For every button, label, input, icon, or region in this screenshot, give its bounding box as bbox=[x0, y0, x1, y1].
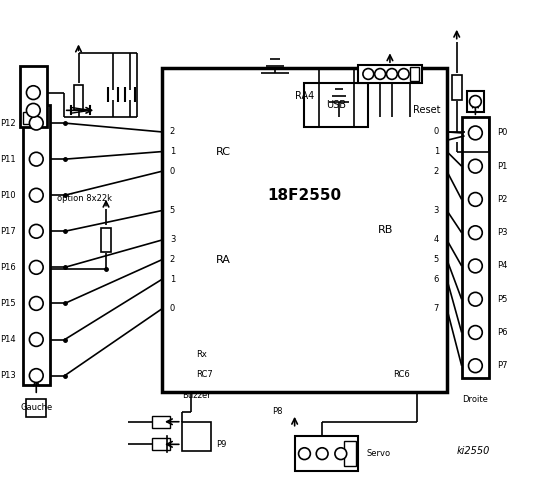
Circle shape bbox=[29, 369, 43, 383]
Bar bbox=[101, 228, 111, 252]
Text: RC: RC bbox=[216, 146, 231, 156]
Text: 1: 1 bbox=[170, 147, 175, 156]
Text: Reset: Reset bbox=[413, 105, 440, 115]
Text: RC7: RC7 bbox=[196, 370, 213, 379]
Circle shape bbox=[29, 188, 43, 202]
Text: P2: P2 bbox=[497, 195, 508, 204]
Text: 1: 1 bbox=[434, 147, 439, 156]
Text: 6: 6 bbox=[434, 275, 439, 284]
Text: P16: P16 bbox=[0, 263, 15, 272]
Bar bbox=[344, 442, 356, 466]
Circle shape bbox=[468, 159, 482, 173]
Text: Servo: Servo bbox=[366, 449, 390, 458]
Text: P0: P0 bbox=[497, 129, 508, 137]
Text: P11: P11 bbox=[0, 155, 15, 164]
Text: P13: P13 bbox=[0, 371, 15, 380]
Bar bbox=[23, 106, 50, 385]
Circle shape bbox=[468, 226, 482, 240]
Circle shape bbox=[468, 325, 482, 339]
Bar bbox=[152, 438, 170, 450]
Text: USB: USB bbox=[326, 100, 346, 110]
Circle shape bbox=[469, 96, 481, 108]
Text: option 8x22k: option 8x22k bbox=[57, 194, 112, 203]
Text: P6: P6 bbox=[497, 328, 508, 337]
Bar bbox=[19, 66, 47, 127]
Circle shape bbox=[375, 69, 385, 79]
Circle shape bbox=[398, 69, 409, 79]
Bar bbox=[467, 91, 484, 112]
Bar bbox=[27, 399, 46, 417]
Circle shape bbox=[316, 448, 328, 459]
Circle shape bbox=[468, 359, 482, 372]
Circle shape bbox=[387, 69, 397, 79]
Circle shape bbox=[468, 126, 482, 140]
Circle shape bbox=[27, 86, 40, 99]
Text: P1: P1 bbox=[497, 162, 508, 171]
Text: Gauche: Gauche bbox=[20, 403, 53, 411]
Circle shape bbox=[468, 259, 482, 273]
Circle shape bbox=[299, 448, 310, 459]
Circle shape bbox=[363, 69, 374, 79]
Text: P3: P3 bbox=[497, 228, 508, 237]
Text: 7: 7 bbox=[434, 304, 439, 313]
Circle shape bbox=[468, 192, 482, 206]
Text: 18F2550: 18F2550 bbox=[268, 188, 342, 204]
Circle shape bbox=[29, 261, 43, 274]
Circle shape bbox=[29, 152, 43, 166]
Text: RB: RB bbox=[378, 225, 393, 235]
Text: P8: P8 bbox=[272, 408, 282, 417]
Bar bbox=[23, 112, 36, 124]
Text: P4: P4 bbox=[497, 262, 508, 270]
Text: RA4: RA4 bbox=[295, 91, 314, 101]
Text: P17: P17 bbox=[0, 227, 15, 236]
Text: 0: 0 bbox=[434, 127, 439, 136]
Circle shape bbox=[27, 104, 40, 117]
Circle shape bbox=[468, 292, 482, 306]
Text: P9: P9 bbox=[216, 440, 226, 449]
Text: 0: 0 bbox=[170, 167, 175, 176]
Bar bbox=[182, 422, 211, 451]
Circle shape bbox=[29, 333, 43, 347]
Text: Buzzer: Buzzer bbox=[182, 391, 211, 400]
Text: 2: 2 bbox=[170, 255, 175, 264]
Text: 3: 3 bbox=[170, 236, 175, 244]
Text: 1: 1 bbox=[170, 275, 175, 284]
Text: 5: 5 bbox=[434, 255, 439, 264]
Text: 2: 2 bbox=[434, 167, 439, 176]
Bar bbox=[462, 117, 489, 378]
Text: RC6: RC6 bbox=[393, 370, 410, 379]
Bar bbox=[452, 75, 462, 100]
Text: 4: 4 bbox=[434, 236, 439, 244]
Circle shape bbox=[29, 225, 43, 238]
Bar bbox=[305, 83, 368, 127]
Bar bbox=[162, 68, 447, 392]
Text: P14: P14 bbox=[0, 335, 15, 344]
Text: P10: P10 bbox=[0, 191, 15, 200]
Bar bbox=[152, 416, 170, 428]
Bar bbox=[295, 436, 358, 471]
Text: Droite: Droite bbox=[462, 395, 488, 404]
Bar bbox=[358, 65, 422, 83]
Text: 2: 2 bbox=[170, 127, 175, 136]
Circle shape bbox=[335, 448, 347, 459]
Text: P5: P5 bbox=[497, 295, 508, 304]
Text: P12: P12 bbox=[0, 119, 15, 128]
Text: 0: 0 bbox=[170, 304, 175, 313]
Text: RA: RA bbox=[216, 255, 231, 264]
Text: ki2550: ki2550 bbox=[457, 446, 490, 456]
Text: 5: 5 bbox=[170, 206, 175, 215]
Text: P7: P7 bbox=[497, 361, 508, 370]
Circle shape bbox=[29, 116, 43, 130]
Bar bbox=[410, 67, 419, 81]
Circle shape bbox=[29, 297, 43, 310]
Text: P15: P15 bbox=[0, 299, 15, 308]
Text: 3: 3 bbox=[434, 206, 439, 215]
Bar bbox=[74, 85, 84, 110]
Text: Rx: Rx bbox=[196, 350, 207, 360]
